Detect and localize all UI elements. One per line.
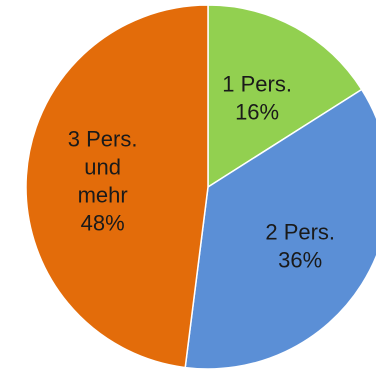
slice-category-label-2: 2 Pers.: [265, 220, 335, 245]
pie-slice-3: [25, 4, 209, 369]
pie-slice-2: [184, 88, 376, 370]
slice-value-label-1: 16%: [235, 100, 279, 125]
slice-category-label-1: 1 Pers.: [222, 72, 292, 97]
pie-slice-1: [207, 4, 363, 189]
slice-category-label-3: 3 Pers.: [68, 126, 138, 151]
pie-slices: [25, 4, 376, 370]
slice-value-label-3: 48%: [81, 210, 125, 235]
pie-labels: 1 Pers. 16% 2 Pers. 36% 3 Pers. und mehr 48%: [68, 72, 335, 273]
slice-category-label-3: und: [84, 154, 121, 179]
slice-value-label-2: 36%: [278, 248, 322, 273]
slice-category-label-3: mehr: [78, 182, 128, 207]
